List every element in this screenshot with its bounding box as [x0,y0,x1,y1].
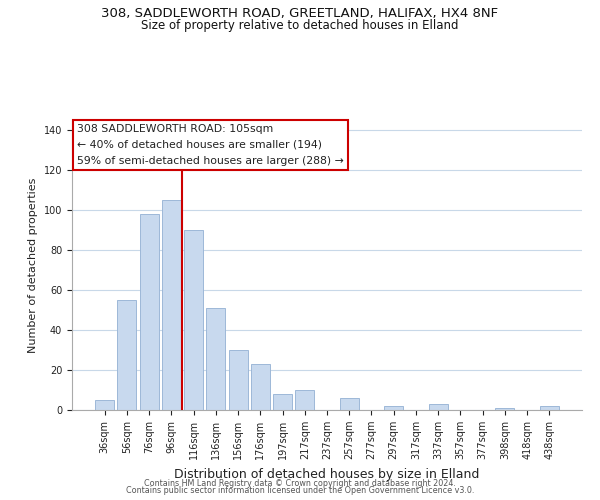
Bar [496,408,514,410]
Text: 308 SADDLEWORTH ROAD: 105sqm
← 40% of detached houses are smaller (194)
59% of s: 308 SADDLEWORTH ROAD: 105sqm ← 40% of de… [77,124,344,166]
Bar [162,200,181,410]
Bar [140,214,158,410]
Text: Size of property relative to detached houses in Elland: Size of property relative to detached ho… [141,18,459,32]
Text: Contains public sector information licensed under the Open Government Licence v3: Contains public sector information licen… [126,486,474,495]
Text: Contains HM Land Registry data © Crown copyright and database right 2024.: Contains HM Land Registry data © Crown c… [144,478,456,488]
Bar [229,350,248,410]
Bar [384,406,403,410]
Bar [429,404,448,410]
Bar [273,394,292,410]
Bar [251,364,270,410]
X-axis label: Distribution of detached houses by size in Elland: Distribution of detached houses by size … [175,468,479,480]
Bar [340,398,359,410]
Text: 308, SADDLEWORTH ROAD, GREETLAND, HALIFAX, HX4 8NF: 308, SADDLEWORTH ROAD, GREETLAND, HALIFA… [101,8,499,20]
Y-axis label: Number of detached properties: Number of detached properties [28,178,38,352]
Bar [206,308,225,410]
Bar [118,300,136,410]
Bar [95,400,114,410]
Bar [295,390,314,410]
Bar [184,230,203,410]
Bar [540,406,559,410]
